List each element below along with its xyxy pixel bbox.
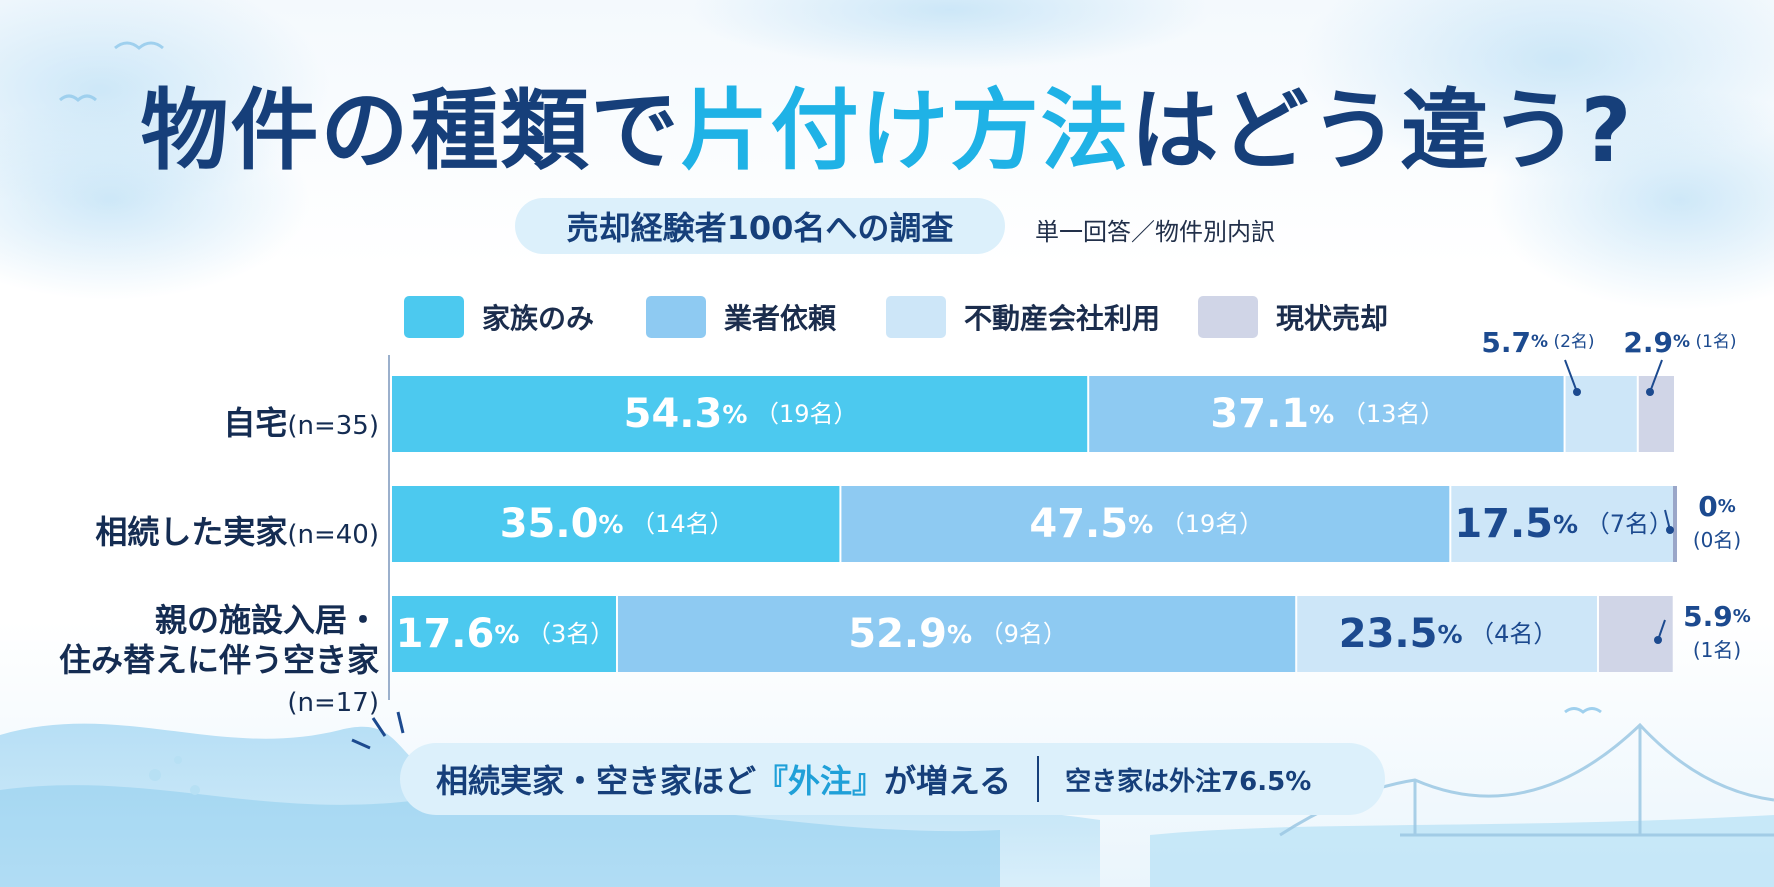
sparkle-lines [351, 711, 405, 750]
footer-accent: 『外注』 [756, 762, 885, 800]
bar-vacant-house-realestate [1297, 596, 1597, 672]
cloud-left [0, 100, 310, 300]
row-label-inherited-house: 相続した実家(n=40) [95, 512, 379, 555]
bar-home-as-is [1638, 376, 1674, 452]
bar-vacant-house-as-is [1598, 596, 1673, 672]
row-label-n: (n=40) [287, 520, 379, 550]
bar-label-home-as-is: 2.9% (1名) [1623, 326, 1736, 359]
footer-headline: 相続実家・空き家ほど『外注』が増える [436, 756, 1011, 802]
bar-vacant-house-contractor [617, 596, 1296, 672]
legend-label-realestate: 不動産会社利用 [964, 302, 1161, 335]
bar-label-home-contractor: 37.1% （13名） [1210, 391, 1444, 437]
subtitle-note: 単一回答／物件別内訳 [1035, 218, 1275, 246]
bar-label-vacant-house-as-is: 5.9% (1名) [1683, 600, 1751, 663]
page-title: 物件の種類で片付け方法はどう違う? [0, 60, 1774, 187]
footer-sub: 空き家は外注76.5% [1065, 766, 1312, 797]
bar-home-family [392, 376, 1088, 452]
wave-front [0, 785, 1000, 887]
row-label-home: 自宅(n=35) [223, 403, 379, 446]
footer-part-3: が増える [884, 762, 1012, 800]
legend-label-family: 家族のみ [482, 302, 595, 335]
bar-label-inherited-house-realestate: 17.5% （7名） [1454, 501, 1673, 547]
legend: 家族のみ 業者依頼 不動産会社利用 現状売却 [0, 296, 1774, 342]
bar-inherited-house-as-is [1673, 486, 1677, 562]
row-label-n: (n=17) [287, 688, 379, 718]
row-label-vacant-house: 親の施設入居・ 住み替えに伴う空き家 (n=17) [0, 600, 379, 723]
bar-inherited-house-realestate [1451, 486, 1674, 562]
legend-label-as-is: 現状売却 [1276, 302, 1389, 335]
legend-item-contractor: 業者依頼 [646, 296, 836, 338]
row-label-text-line1: 親の施設入居・ [154, 601, 379, 639]
bar-label-inherited-house-contractor: 47.5% （19名） [1029, 501, 1263, 547]
callout-dot-vacant-house-as-is [1654, 636, 1662, 644]
bar-label-home-realestate: 5.7% (2名) [1481, 326, 1594, 359]
title-part-1: 物件の種類で [140, 79, 681, 182]
bar-label-home-family: 54.3% （19名） [624, 391, 858, 437]
row-label-text: 自宅 [223, 404, 288, 442]
bar-home-contractor [1089, 376, 1564, 452]
sea-right [1150, 815, 1774, 887]
legend-swatch-family [404, 296, 464, 338]
legend-swatch-as-is [1198, 296, 1258, 338]
water-dots [149, 756, 200, 795]
bar-vacant-house-family [392, 596, 616, 672]
legend-swatch-contractor [646, 296, 706, 338]
seagull-icons [59, 41, 1602, 714]
legend-label-contractor: 業者依頼 [724, 302, 837, 335]
bar-label-vacant-house-contractor: 52.9% （9名） [848, 611, 1067, 657]
legend-item-as-is: 現状売却 [1198, 296, 1388, 338]
bar-label-inherited-house-family: 35.0% （14名） [500, 501, 734, 547]
subtitle-text: 売却経験者100名への調査 [566, 209, 954, 247]
row-label-text: 相続した実家 [95, 513, 288, 551]
row-label-n: (n=35) [287, 411, 379, 441]
callout-line-home-realestate [1564, 359, 1578, 393]
footer-pill: 相続実家・空き家ほど『外注』が増える 空き家は外注76.5% [400, 743, 1385, 815]
bar-inherited-house-contractor [841, 486, 1450, 562]
cloud-top-center [690, 0, 1210, 70]
cloud-right [1490, 90, 1774, 310]
legend-item-realestate: 不動産会社利用 [886, 296, 1160, 338]
callout-dot-home-as-is [1646, 388, 1654, 396]
subtitle-pill: 売却経験者100名への調査 [515, 198, 1005, 254]
callout-dot-inherited-house-as-is [1666, 526, 1674, 534]
title-accent: 片付け方法 [680, 79, 1131, 182]
legend-swatch-realestate [886, 296, 946, 338]
bar-label-inherited-house-as-is: 0% (0名) [1693, 490, 1741, 553]
bar-inherited-house-family [392, 486, 840, 562]
row-label-text-line2: 住み替えに伴う空き家 [58, 641, 379, 679]
bar-label-vacant-house-family: 17.6% （3名） [396, 611, 615, 657]
title-part-3: はどう違う? [1130, 79, 1634, 182]
footer-divider [1037, 756, 1040, 802]
footer-part-1: 相続実家・空き家ほど [436, 762, 757, 800]
legend-item-family: 家族のみ [404, 296, 594, 338]
callout-line-home-as-is [1649, 359, 1663, 393]
bar-label-vacant-house-realestate: 23.5% （4名） [1339, 611, 1558, 657]
callout-dot-home-realestate [1573, 388, 1581, 396]
